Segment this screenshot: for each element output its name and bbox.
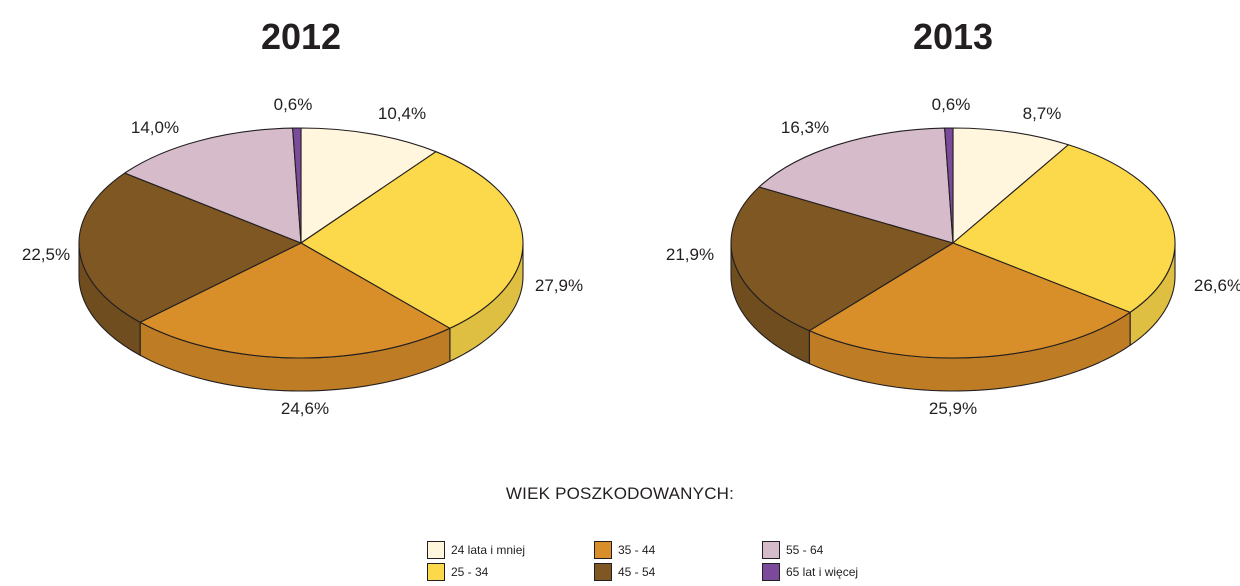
pie-slice-55 - 64 <box>758 127 954 244</box>
data-label: 22,5% <box>22 245 70 264</box>
pie-top <box>78 127 524 359</box>
chart-title: 2013 <box>913 16 993 57</box>
data-label: 24,6% <box>281 399 329 418</box>
legend: 24 lata i mniej 25 - 34 35 - 44 45 - 54 … <box>427 540 858 586</box>
pie-chart-2013: 2013 8,7% 26,6% 25,9% 21,9% 16,3% 0,6% <box>666 16 1240 418</box>
legend-label: 25 - 34 <box>451 565 489 579</box>
legend-heading: WIEK POSZKODOWANYCH: <box>505 484 735 503</box>
pie-slice-25 - 34 <box>952 144 1176 313</box>
legend-item-25-34: 25 - 34 <box>427 562 488 582</box>
legend-swatch <box>762 563 780 581</box>
legend-label: 65 lat i więcej <box>786 565 859 579</box>
pie-slice-35 - 44 <box>139 242 451 359</box>
legend-item-45-54: 45 - 54 <box>594 562 655 582</box>
pie-slice-25 - 34 <box>300 151 524 329</box>
pie-charts-svg: 2012 10,4% 27,9% 24,6% 22,5% 14,0% 0,6% 2013 8,7… <box>22 16 1240 418</box>
data-label: 16,3% <box>781 118 829 137</box>
pie-slice-24 lata i mniej <box>952 127 1069 244</box>
legend-swatch <box>427 541 445 559</box>
pie-slice-65 lat i więcej <box>944 127 954 244</box>
legend-label: 55 - 64 <box>786 543 824 557</box>
data-label: 10,4% <box>378 104 426 123</box>
legend-swatch <box>427 563 445 581</box>
legend-label: 35 - 44 <box>618 543 656 557</box>
pie-slice-24 lata i mniej <box>300 127 437 244</box>
legend-item-24-and-under: 24 lata i mniej <box>427 540 525 560</box>
data-label: 0,6% <box>274 95 313 114</box>
pie-slice-55 - 64 <box>124 127 302 244</box>
data-label: 21,9% <box>666 245 714 264</box>
data-label: 26,6% <box>1194 276 1240 295</box>
data-label: 25,9% <box>929 399 977 418</box>
pie-slice-35 - 44 <box>808 242 1131 359</box>
data-label: 27,9% <box>535 276 583 295</box>
legend-item-55-64: 55 - 64 <box>762 540 823 560</box>
pie-slice-45 - 54 <box>78 172 302 323</box>
legend-swatch <box>594 563 612 581</box>
pie-top <box>730 127 1176 359</box>
chart-title: 2012 <box>261 16 341 57</box>
pie-chart-2012: 2012 10,4% 27,9% 24,6% 22,5% 14,0% 0,6% <box>22 16 583 418</box>
legend-swatch <box>594 541 612 559</box>
data-label: 0,6% <box>932 95 971 114</box>
legend-label: 24 lata i mniej <box>451 543 526 557</box>
pie-slice-45 - 54 <box>730 186 954 332</box>
legend-swatch <box>762 541 780 559</box>
legend-item-35-44: 35 - 44 <box>594 540 655 560</box>
legend-label: 45 - 54 <box>618 565 656 579</box>
data-label: 8,7% <box>1023 104 1062 123</box>
data-label: 14,0% <box>131 118 179 137</box>
legend-item-65-and-over: 65 lat i więcej <box>762 562 858 582</box>
pie-slice-65 lat i więcej <box>292 127 302 244</box>
